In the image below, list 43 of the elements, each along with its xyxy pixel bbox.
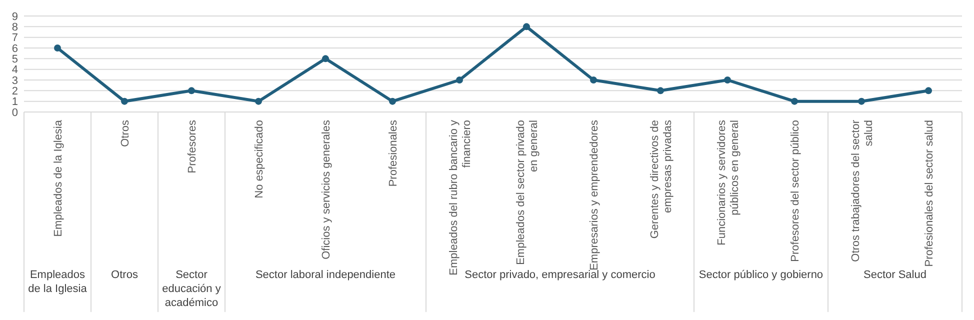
point	[791, 98, 798, 105]
point	[255, 98, 262, 105]
y-tick-label: 0	[12, 106, 18, 119]
x-tick-label: Otros trabajadores del sector salud	[850, 120, 875, 262]
x-tick-label: Empresarios y emprendedores	[588, 120, 600, 270]
y-tick-label: 1	[12, 96, 18, 108]
x-tick-label: Profesionales del sector salud	[924, 120, 936, 267]
point	[724, 76, 731, 84]
y-tick-label: 5	[12, 54, 18, 66]
point	[925, 87, 932, 94]
text: Otros	[111, 269, 138, 281]
x-tick-label: No especificado	[254, 120, 266, 198]
x-tick-label: Profesionales	[388, 120, 400, 187]
x-tick-label: Oficios y servicios generales	[320, 120, 332, 260]
text: Sector Salud	[864, 269, 926, 281]
x-tick-label: Gerentes y directivos de empresas privadas	[649, 120, 674, 239]
point	[121, 98, 128, 105]
point	[657, 87, 664, 94]
point	[456, 76, 463, 84]
y-tick-label: 4	[12, 64, 18, 76]
point	[322, 55, 329, 62]
y-tick-label: 8	[12, 22, 18, 34]
text: Sector privado, empresarial y comercio	[464, 269, 656, 281]
text: Sector público y gobierno	[698, 269, 824, 281]
point	[590, 76, 597, 84]
text: Sector laboral independiente	[255, 269, 396, 281]
y-tick-label: 7	[12, 32, 18, 44]
y-tick-label: 9	[12, 10, 18, 23]
x-tick-label: Profesores del sector público	[790, 120, 802, 262]
point	[858, 98, 865, 105]
point	[188, 87, 195, 94]
y-tick-label: 2	[12, 86, 18, 98]
x-tick-label: Empleados del sector privado en general	[515, 120, 540, 265]
point	[389, 98, 396, 105]
text: Empleados de la Iglesia	[28, 269, 88, 295]
x-tick-label: Empleados de la Iglesia	[52, 119, 64, 237]
y-tick-label: 6	[12, 42, 18, 55]
text: Sector educación y académico	[162, 269, 222, 309]
point	[523, 23, 530, 30]
x-tick-label: Profesores	[186, 120, 198, 174]
point	[54, 44, 61, 52]
y-tick-label: 3	[12, 74, 18, 87]
x-tick-label: Otros	[120, 120, 132, 147]
